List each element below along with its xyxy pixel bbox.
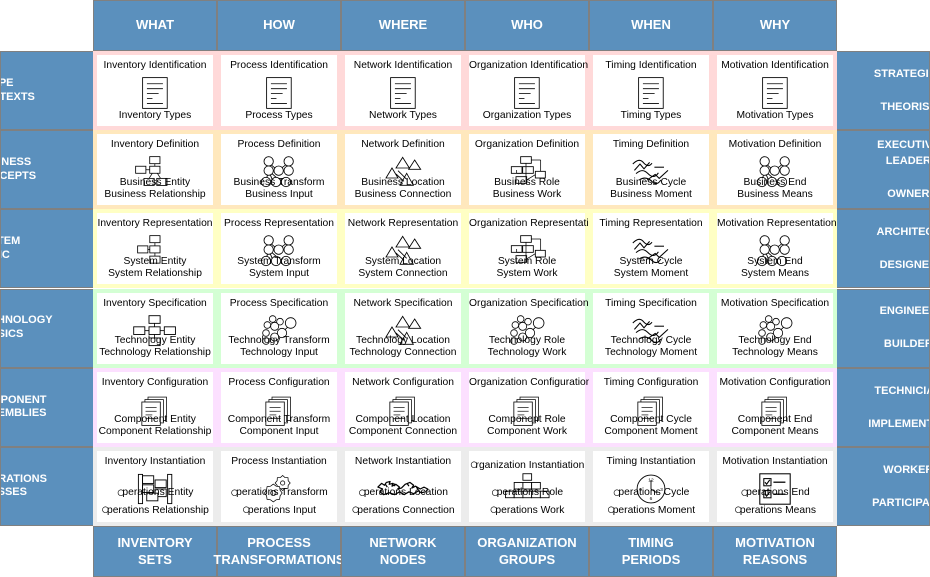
svg-text:12: 12 — [648, 477, 654, 483]
